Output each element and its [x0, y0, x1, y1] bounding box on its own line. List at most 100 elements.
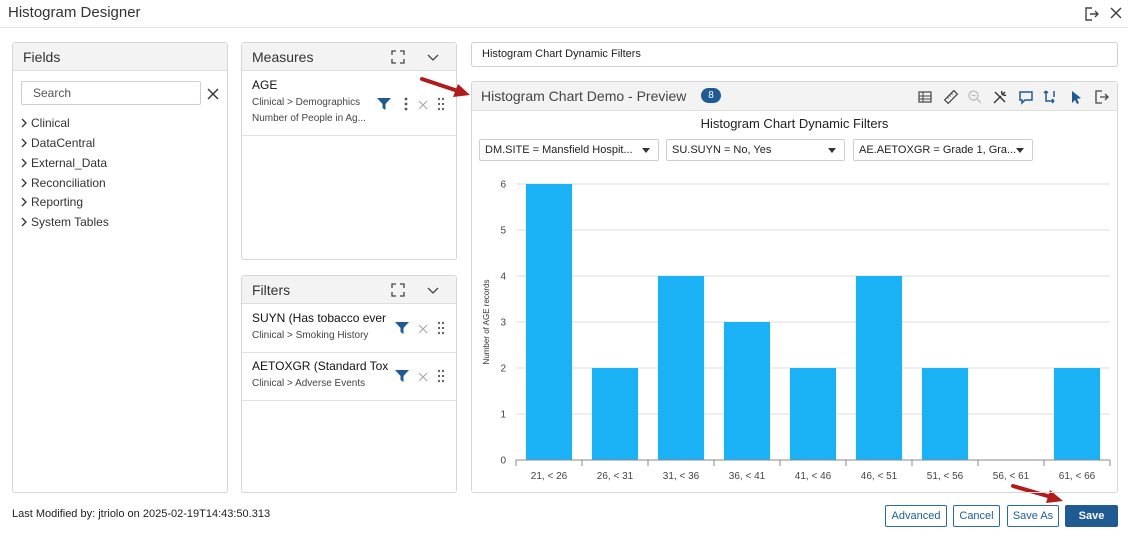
histogram-bar — [723, 322, 771, 460]
dynamic-filter-suyn[interactable]: SU.SUYN = No, Yes — [666, 139, 845, 161]
expand-icon[interactable] — [391, 283, 405, 297]
clear-search-icon[interactable] — [207, 88, 219, 100]
filter-name: AETOXGR (Standard Toxicity — [252, 359, 388, 373]
tree-item-reporting[interactable]: Reporting — [19, 194, 83, 210]
tree-item-system-tables[interactable]: System Tables — [19, 214, 109, 230]
x-tick-label: 46, < 51 — [861, 471, 898, 482]
tree-item-label: Reporting — [31, 195, 84, 209]
save-button[interactable]: Save — [1065, 505, 1118, 527]
caret-down-icon — [1016, 148, 1024, 153]
tree-item-external-data[interactable]: External_Data — [19, 155, 107, 171]
dynamic-filter-value: DM.SITE = Mansfield Hospit... — [485, 144, 633, 156]
y-axis-label: Number of AGE records — [482, 280, 491, 365]
search-input[interactable]: Search — [21, 81, 201, 105]
measures-header: Measures — [242, 43, 456, 71]
x-tick-label: 56, < 61 — [993, 471, 1030, 482]
histogram-chart: 0 1 2 3 4 5 6 Number of AGE records 21, < 26 26, … — [482, 180, 1111, 482]
y-tick-label: 3 — [500, 318, 506, 329]
caret-down-icon — [828, 148, 836, 153]
tree-item-label: Clinical — [31, 116, 70, 130]
tree-item-label: DataCentral — [31, 136, 96, 150]
save-as-button[interactable]: Save As — [1007, 505, 1059, 527]
filter-path: Clinical > Adverse Events — [252, 378, 366, 389]
dynamic-filter-value: SU.SUYN = No, Yes — [672, 144, 772, 156]
chevron-right-icon — [21, 138, 27, 148]
y-tick-label: 1 — [500, 410, 506, 421]
caret-down-icon — [642, 148, 650, 153]
close-icon[interactable] — [1108, 5, 1124, 21]
comment-icon[interactable] — [1018, 89, 1034, 105]
remove-icon[interactable] — [418, 372, 428, 382]
x-tick-label: 61, < 66 — [1059, 471, 1096, 482]
remove-icon[interactable] — [418, 324, 428, 334]
more-options-icon[interactable] — [403, 96, 409, 112]
chart-title-input[interactable]: Histogram Chart Dynamic Filters — [471, 42, 1118, 67]
swap-axes-icon[interactable] — [1042, 89, 1058, 105]
table-icon[interactable] — [917, 89, 933, 105]
export-icon[interactable] — [1082, 5, 1100, 23]
drag-handle-icon[interactable] — [437, 369, 445, 383]
histogram-bar — [591, 368, 639, 460]
filters-title: Filters — [252, 282, 291, 298]
preview-panel: Histogram Chart Demo - Preview 8 Histogr… — [471, 81, 1118, 493]
measure-path: Clinical > Demographics — [252, 97, 361, 108]
remove-icon[interactable] — [418, 100, 428, 110]
histogram-bar — [1053, 368, 1101, 460]
tree-item-label: External_Data — [31, 156, 108, 170]
histogram-bar — [789, 368, 837, 460]
x-tick-label: 41, < 46 — [795, 471, 832, 482]
histogram-bar — [855, 276, 903, 460]
filter-icon[interactable] — [394, 321, 410, 335]
measures-title: Measures — [252, 49, 314, 65]
ruler-icon[interactable] — [943, 89, 959, 105]
annotation-arrow — [420, 77, 470, 97]
x-tick-label: 26, < 31 — [597, 471, 634, 482]
y-tick-label: 4 — [500, 272, 506, 283]
tools-icon[interactable] — [992, 89, 1008, 105]
fields-panel: Fields Search Clinical DataCentral Exter… — [12, 42, 228, 493]
drag-handle-icon[interactable] — [437, 321, 445, 335]
tree-item-label: Reconciliation — [31, 176, 106, 190]
annotation-arrow — [1011, 484, 1063, 503]
tree-item-clinical[interactable]: Clinical — [19, 115, 70, 131]
chevron-down-icon[interactable] — [426, 283, 440, 297]
chevron-right-icon — [21, 197, 27, 207]
filter-name: SUYN (Has tobacco ever been — [252, 311, 388, 325]
chevron-right-icon — [21, 118, 27, 128]
y-tick-label: 2 — [500, 364, 506, 375]
title-bar — [0, 0, 1128, 28]
advanced-button[interactable]: Advanced — [885, 505, 947, 527]
dynamic-filter-aetoxgr[interactable]: AE.AETOXGR = Grade 1, Gra... — [853, 139, 1033, 161]
x-tick-label: 21, < 26 — [531, 471, 568, 482]
chart-heading: Histogram Chart Dynamic Filters — [700, 116, 889, 131]
window-title: Histogram Designer — [8, 4, 141, 21]
drag-handle-icon[interactable] — [437, 97, 445, 111]
last-modified-text: Last Modified by: jtriolo on 2025-02-19T… — [12, 508, 271, 520]
preview-title: Histogram Chart Demo - Preview — [481, 88, 687, 104]
y-tick-label: 5 — [500, 226, 506, 237]
cursor-icon[interactable] — [1068, 89, 1084, 105]
histogram-bar — [657, 276, 705, 460]
cancel-button[interactable]: Cancel — [953, 505, 1000, 527]
filters-panel: Filters SUYN (Has tobacco ever been Clin… — [241, 275, 457, 493]
filter-item[interactable]: SUYN (Has tobacco ever been Clinical > S… — [242, 305, 456, 353]
x-tick-label: 51, < 56 — [927, 471, 964, 482]
tree-item-datacentral[interactable]: DataCentral — [19, 135, 95, 151]
dynamic-filter-site[interactable]: DM.SITE = Mansfield Hospit... — [479, 139, 659, 161]
chevron-down-icon[interactable] — [426, 50, 440, 64]
measure-item[interactable]: AGE Clinical > Demographics Number of Pe… — [242, 72, 456, 136]
tree-item-reconciliation[interactable]: Reconciliation — [19, 175, 106, 191]
filters-header: Filters — [242, 276, 456, 304]
filter-item[interactable]: AETOXGR (Standard Toxicity Clinical > Ad… — [242, 353, 456, 401]
expand-icon[interactable] — [391, 50, 405, 64]
chevron-right-icon — [21, 158, 27, 168]
zoom-out-icon[interactable] — [967, 89, 983, 105]
filter-icon[interactable] — [376, 97, 392, 111]
measure-name: AGE — [252, 78, 278, 92]
fields-title: Fields — [23, 49, 61, 65]
filter-icon[interactable] — [394, 369, 410, 383]
export-icon[interactable] — [1093, 89, 1109, 105]
tree-item-label: System Tables — [31, 215, 109, 229]
x-tick-label: 31, < 36 — [663, 471, 700, 482]
chevron-right-icon — [21, 178, 27, 188]
